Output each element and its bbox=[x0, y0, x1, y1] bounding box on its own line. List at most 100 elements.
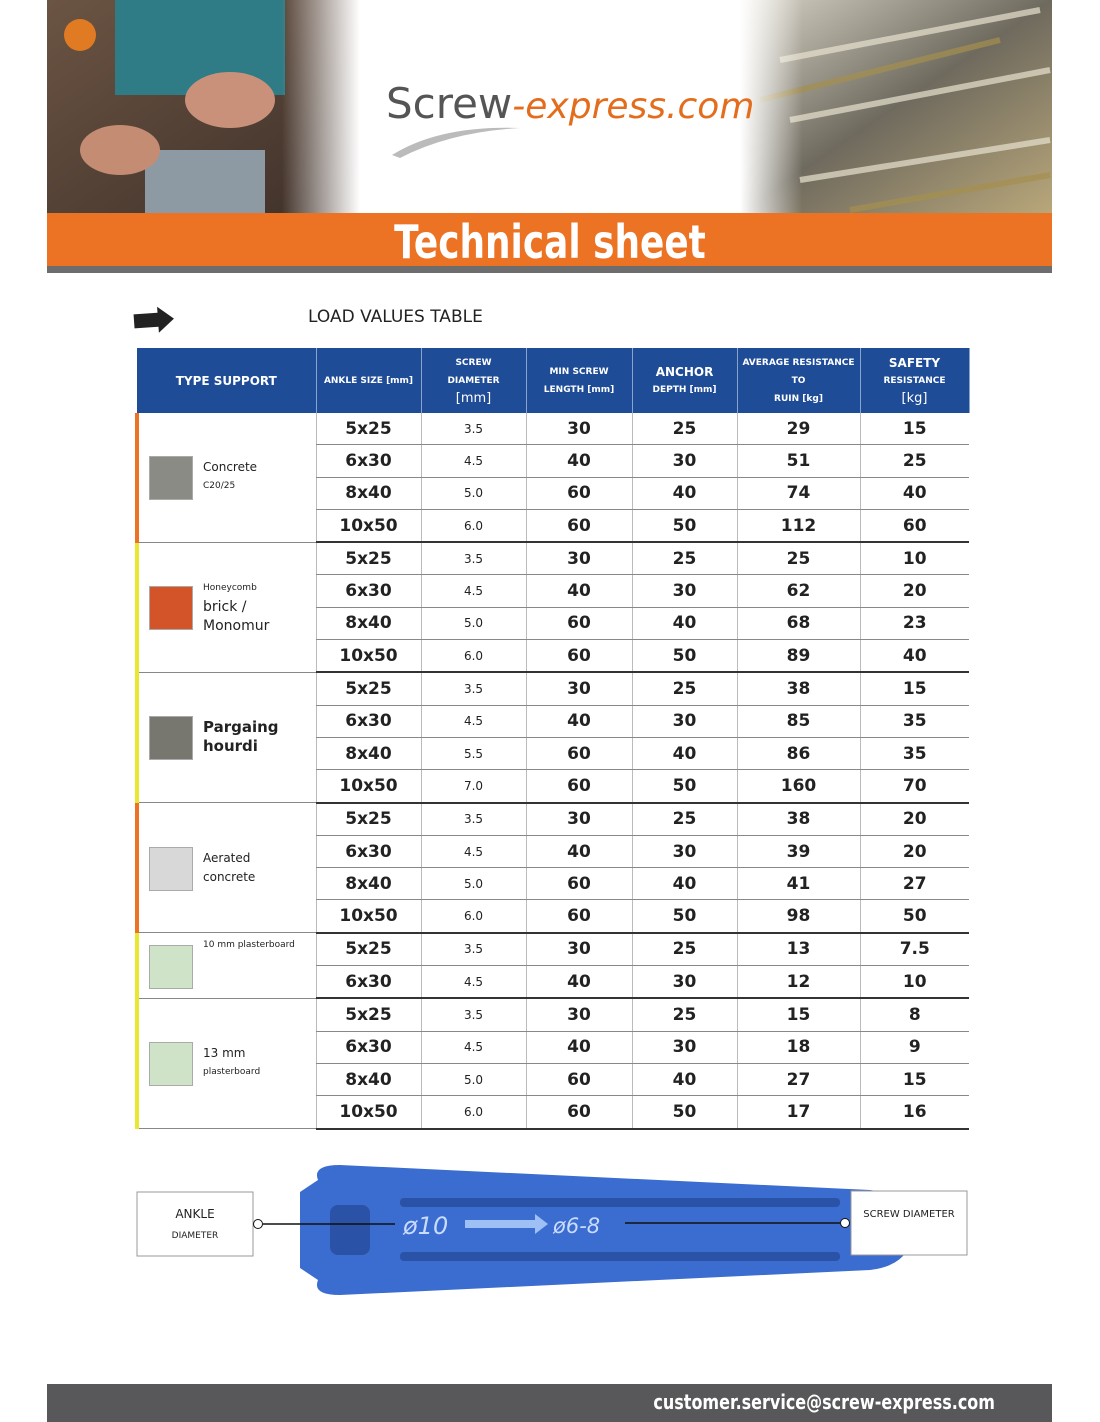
table-cell: 30 bbox=[631, 965, 737, 1000]
table-cell: 4.5 bbox=[420, 705, 526, 738]
table-row: 6x30 4.5 40 30 62 20 bbox=[137, 574, 969, 608]
header-line: DIAMETER bbox=[447, 375, 500, 386]
support-label: 13 mm plasterboard bbox=[203, 1044, 316, 1082]
table-row: Honeycomb brick / Monomur 5x25 3.5 30 25 25 10 bbox=[135, 542, 969, 673]
table-cell: 7.0 bbox=[420, 769, 526, 804]
table-cell: 5.0 bbox=[420, 867, 526, 901]
table-cell: 5x25 bbox=[315, 413, 421, 446]
table-cell: 60 bbox=[525, 477, 632, 510]
table-cell: 50 bbox=[631, 509, 737, 544]
table-cell: 60 bbox=[525, 639, 632, 674]
table-cell: 60 bbox=[525, 769, 632, 804]
column-header: SCREW DIAMETER [mm] bbox=[421, 348, 527, 413]
table-cell: 8 bbox=[859, 998, 969, 1032]
table-cell: 6x30 bbox=[315, 444, 421, 478]
support-icon bbox=[149, 846, 193, 891]
support-label: 10 mm plasterboard bbox=[203, 936, 316, 955]
logo-brand: Screw bbox=[386, 79, 512, 128]
column-header: TYPE SUPPORT bbox=[137, 348, 317, 413]
table-row: 10 mm plasterboard 5x25 3.5 30 25 13 7.5 bbox=[135, 932, 969, 999]
table-cell: 6.0 bbox=[420, 899, 526, 934]
table-cell: 30 bbox=[525, 672, 632, 706]
table-cell: 5.5 bbox=[420, 737, 526, 771]
table-cell: 5x25 bbox=[315, 998, 421, 1032]
screw-label: SCREW DIAMETER bbox=[863, 1209, 955, 1220]
table-cell: 51 bbox=[736, 444, 860, 478]
table-cell: 15 bbox=[859, 413, 969, 446]
table-cell: 41 bbox=[736, 867, 860, 901]
support-label: Honeycomb brick / Monomur bbox=[203, 579, 316, 636]
table-cell: 12 bbox=[736, 965, 860, 1000]
table-cell: 18 bbox=[736, 1031, 860, 1064]
table-row: 6x30 4.5 40 30 85 35 bbox=[137, 705, 969, 738]
header-line: [kg] bbox=[901, 390, 928, 406]
table-cell: 112 bbox=[736, 509, 860, 544]
table-cell: 10x50 bbox=[315, 1095, 421, 1130]
page-title: Technical sheet bbox=[394, 216, 706, 270]
table-cell: 50 bbox=[631, 899, 737, 934]
table-body: Concrete C20/25 5x25 3.5 30 25 29 15 6x30 4.5 40 30… bbox=[135, 413, 969, 1130]
table-cell: 40 bbox=[525, 444, 632, 478]
support-icon bbox=[149, 944, 193, 989]
table-cell: 10 bbox=[859, 542, 969, 576]
table-row: 8x40 5.5 60 40 86 35 bbox=[137, 737, 969, 771]
table-cell: 16 bbox=[859, 1095, 969, 1130]
table-cell: 74 bbox=[736, 477, 860, 510]
table-cell: 40 bbox=[525, 705, 632, 738]
table-cell: 98 bbox=[736, 899, 860, 934]
table-row: 10x50 6.0 60 50 98 50 bbox=[137, 899, 969, 934]
table-cell: 8x40 bbox=[315, 477, 421, 510]
table-cell: 6.0 bbox=[420, 509, 526, 544]
footer-email: customer.service@screw-express.com bbox=[653, 1390, 995, 1414]
support-line: Pargaing bbox=[203, 718, 279, 737]
table-cell: 30 bbox=[631, 705, 737, 738]
table-cell: 20 bbox=[859, 835, 969, 869]
table-cell: 3.5 bbox=[420, 998, 526, 1032]
table-cell: 10x50 bbox=[315, 769, 421, 804]
title-bar bbox=[47, 213, 1052, 266]
support-cell: Pargaing hourdi bbox=[135, 672, 316, 804]
table-cell: 39 bbox=[736, 835, 860, 869]
table-cell: 40 bbox=[631, 867, 737, 901]
support-label: Concrete C20/25 bbox=[203, 458, 316, 496]
table-cell: 40 bbox=[525, 1031, 632, 1064]
table-row: 8x40 5.0 60 40 68 23 bbox=[137, 607, 969, 641]
support-icon bbox=[149, 716, 193, 761]
table-cell: 60 bbox=[525, 899, 632, 934]
header-line: RESISTANCE bbox=[883, 375, 946, 386]
table-cell: 5x25 bbox=[315, 542, 421, 576]
pointer-dot bbox=[840, 1218, 850, 1228]
table-cell: 5x25 bbox=[315, 672, 421, 706]
table-cell: 5.0 bbox=[420, 1063, 526, 1097]
table-row: 10x50 7.0 60 50 160 70 bbox=[137, 769, 969, 804]
table-cell: 13 bbox=[736, 932, 860, 967]
header-line: LENGTH [mm] bbox=[543, 384, 615, 395]
table-cell: 15 bbox=[859, 1063, 969, 1097]
ankle-label: DIAMETER bbox=[172, 1231, 219, 1241]
table-cell: 30 bbox=[525, 998, 632, 1032]
table-cell: 10x50 bbox=[315, 639, 421, 674]
support-cell: Aerated concrete bbox=[135, 802, 316, 934]
table-cell: 25 bbox=[736, 542, 860, 576]
support-cell: Concrete C20/25 bbox=[135, 413, 316, 543]
header-line: SCREW bbox=[455, 357, 492, 368]
footer-bar: customer.service@screw-express.com bbox=[47, 1384, 1052, 1422]
table-cell: 6.0 bbox=[420, 639, 526, 674]
support-line: Aerated bbox=[203, 850, 251, 865]
logo: Screw-express.com bbox=[386, 79, 754, 128]
table-cell: 89 bbox=[736, 639, 860, 674]
arrow-icon bbox=[133, 306, 174, 333]
header-line: TYPE SUPPORT bbox=[175, 373, 277, 388]
table-cell: 27 bbox=[859, 867, 969, 901]
column-header: MIN SCREW LENGTH [mm] bbox=[526, 348, 633, 413]
table-cell: 29 bbox=[736, 413, 860, 446]
support-line: hourdi bbox=[203, 737, 258, 756]
table-cell: 9 bbox=[859, 1031, 969, 1064]
table-cell: 4.5 bbox=[420, 444, 526, 478]
table-row: 10x50 6.0 60 50 89 40 bbox=[137, 639, 969, 674]
table-cell: 6x30 bbox=[315, 705, 421, 738]
table-cell: 10 bbox=[859, 965, 969, 1000]
table-cell: 50 bbox=[631, 639, 737, 674]
table-row: 6x30 4.5 40 30 18 9 bbox=[137, 1031, 969, 1064]
